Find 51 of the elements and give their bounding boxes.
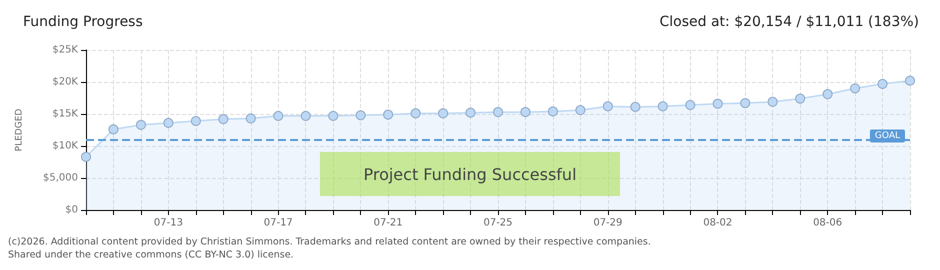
point (190, 116, 201, 126)
chart-title: Funding Progress (23, 14, 143, 30)
y-tick-label: $15K (52, 108, 78, 120)
y-tick-label: $0 (65, 204, 78, 216)
ref-line-label: GOAL (874, 131, 900, 142)
y-tick-label: $10K (52, 140, 78, 152)
text: (c)2026. Additional content provided by Christian Simmons. Trademarks and related content are owned by their respective companies. (8, 236, 651, 248)
x-tick-label: 07-21 (374, 218, 403, 228)
point (300, 110, 311, 121)
point (438, 108, 448, 118)
point (630, 102, 640, 112)
point (383, 110, 394, 120)
point (466, 108, 476, 118)
chart-subtitle: Closed at: $20,154 / $11,011 (183%) (659, 14, 920, 30)
point (108, 124, 118, 134)
point (740, 98, 750, 108)
point (905, 76, 915, 86)
point (246, 113, 256, 124)
x-tick-label: 07-25 (483, 218, 513, 228)
point (548, 106, 558, 116)
y-tick-label: $20K (52, 76, 78, 88)
point (163, 118, 174, 128)
point (878, 78, 888, 89)
point (575, 105, 586, 116)
point (410, 108, 421, 118)
point (658, 101, 668, 112)
point (81, 152, 91, 162)
point (602, 101, 613, 112)
point (520, 107, 530, 118)
x-tick-label: 07-29 (593, 218, 622, 228)
point (218, 114, 228, 124)
x-tick-label: 08-06 (813, 218, 842, 228)
y-tick-label: $5,000 (43, 172, 78, 184)
y-axis-title: PLEDGED (14, 108, 24, 152)
point (712, 98, 723, 109)
x-tick-label: 07-13 (154, 218, 183, 228)
point (822, 89, 833, 100)
success-banner: Project Funding Successful (320, 152, 620, 196)
point (795, 94, 806, 104)
point (328, 110, 338, 121)
x-tick-label: 07-17 (264, 218, 293, 228)
point (850, 83, 860, 94)
point (356, 110, 366, 120)
point (273, 110, 284, 121)
point (136, 120, 146, 130)
text: Shared under the creative commons (CC BY-NC 3.0) license. (8, 250, 294, 260)
point (685, 100, 696, 110)
y-tick-label: $25K (52, 44, 78, 56)
point (493, 107, 503, 118)
point (768, 96, 778, 107)
x-tick-label: 08-02 (703, 218, 732, 228)
